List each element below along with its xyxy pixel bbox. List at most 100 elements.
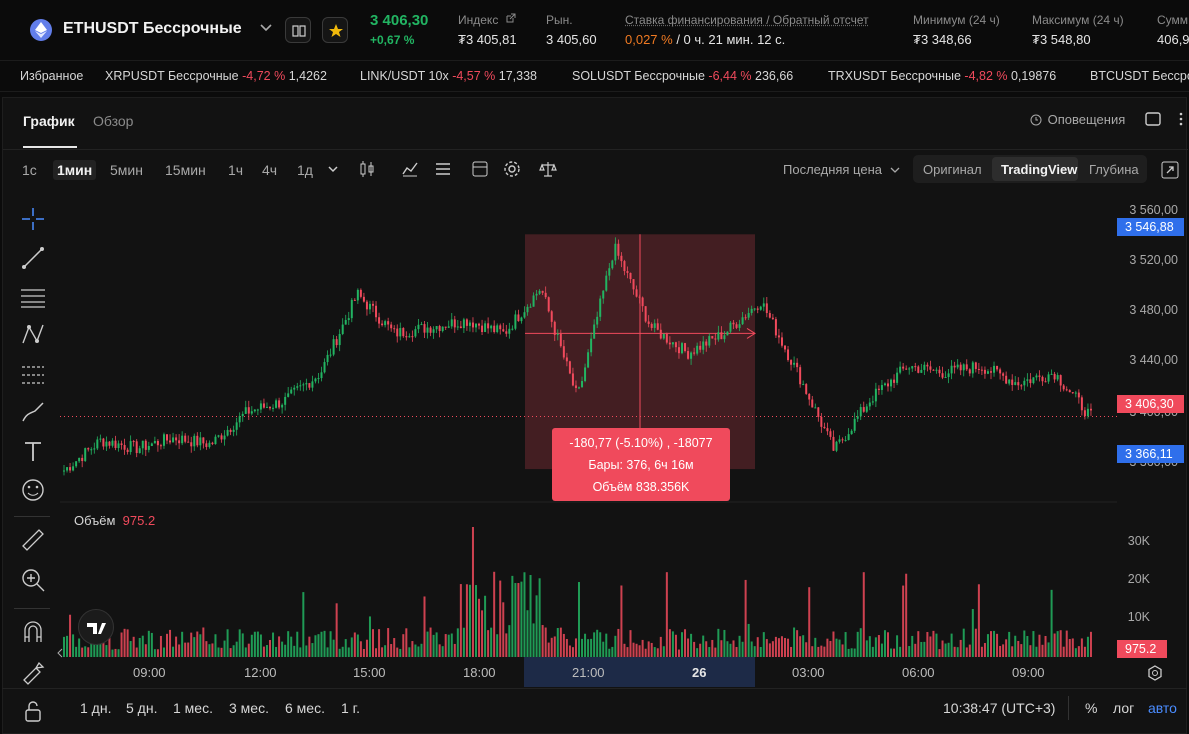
- log-toggle[interactable]: лог: [1113, 700, 1134, 716]
- candle-body: [87, 448, 89, 449]
- ticker-item[interactable]: LINK/USDT 10x -4,57 % 17,338: [360, 69, 537, 83]
- volume-bar: [545, 628, 547, 657]
- funding-label[interactable]: Ставка финансирования / Обратный отсчет: [625, 13, 869, 27]
- candle-body: [1023, 381, 1025, 386]
- volume-bar: [626, 647, 628, 657]
- volume-bar: [111, 650, 113, 657]
- percent-toggle[interactable]: %: [1085, 700, 1097, 716]
- candle-body: [184, 436, 186, 442]
- alerts-button[interactable]: Оповещения: [1028, 112, 1125, 127]
- volume-bar: [620, 585, 622, 657]
- volume-bar: [872, 647, 874, 657]
- symbol-title[interactable]: ETHUSDT Бессрочные: [63, 20, 242, 38]
- range-1y[interactable]: 1 г.: [341, 700, 360, 716]
- candle-body: [832, 437, 834, 451]
- indicators-icon[interactable]: [401, 160, 419, 178]
- tab-chart[interactable]: График: [23, 113, 75, 129]
- more-icon[interactable]: [1175, 112, 1187, 126]
- scale-icon[interactable]: [539, 160, 557, 178]
- fullscreen-icon[interactable]: [1161, 161, 1179, 179]
- list-icon[interactable]: [434, 160, 452, 178]
- tf-4h[interactable]: 4ч: [262, 162, 277, 178]
- candle-body: [857, 416, 859, 419]
- tf-5min[interactable]: 5мин: [110, 162, 143, 178]
- range-6m[interactable]: 6 мес.: [285, 700, 325, 716]
- lock-drawing-icon[interactable]: [19, 657, 47, 685]
- candle-type-icon[interactable]: [358, 160, 376, 178]
- gear-icon[interactable]: [503, 160, 521, 178]
- candle-body: [1011, 380, 1013, 385]
- tf-1d[interactable]: 1д: [297, 162, 313, 178]
- tf-1min[interactable]: 1мин: [53, 160, 96, 180]
- volume-bar: [875, 637, 877, 657]
- chevron-down-icon[interactable]: [259, 20, 273, 34]
- lock-icon[interactable]: [19, 697, 47, 725]
- tab-overview[interactable]: Обзор: [93, 113, 133, 129]
- text-icon[interactable]: [19, 438, 47, 466]
- crosshair-icon[interactable]: [19, 205, 47, 233]
- view-tradingview[interactable]: TradingView: [1001, 162, 1077, 177]
- volume-bar: [381, 647, 383, 657]
- settings-icon[interactable]: [1146, 664, 1164, 682]
- candle-body: [257, 410, 259, 411]
- time-tick: 15:00: [353, 665, 386, 680]
- candle-body: [705, 342, 707, 346]
- horizontal-lines-icon[interactable]: [19, 283, 47, 311]
- zoom-in-icon[interactable]: [19, 566, 47, 594]
- tf-1s[interactable]: 1с: [22, 162, 37, 178]
- book-button[interactable]: [285, 17, 311, 43]
- volume-bar: [81, 648, 83, 657]
- tradingview-logo[interactable]: [78, 609, 114, 645]
- emoji-icon[interactable]: [19, 476, 47, 504]
- clock[interactable]: 10:38:47 (UTC+3): [943, 700, 1055, 716]
- view-original[interactable]: Оригинал: [923, 162, 982, 177]
- range-1d[interactable]: 1 дн.: [80, 700, 111, 716]
- auto-toggle[interactable]: авто: [1148, 700, 1177, 716]
- range-1m[interactable]: 1 мес.: [173, 700, 213, 716]
- scroll-left-icon[interactable]: [56, 648, 64, 658]
- index-label[interactable]: Индекс: [458, 13, 516, 27]
- candle-body: [1045, 381, 1047, 382]
- volume-bar: [393, 638, 395, 657]
- candle-body: [633, 279, 635, 289]
- ruler-icon[interactable]: [19, 526, 47, 554]
- ticker-favorites[interactable]: Избранное: [20, 69, 83, 83]
- volume-bar: [617, 629, 619, 657]
- candle-body: [951, 366, 953, 374]
- candle-body: [224, 436, 226, 440]
- view-depth[interactable]: Глубина: [1089, 162, 1139, 177]
- candle-body: [357, 290, 359, 301]
- volume-bar: [814, 638, 816, 657]
- window-icon[interactable]: [1145, 112, 1161, 126]
- candle-body: [972, 362, 974, 373]
- ticker-item[interactable]: TRXUSDT Бессрочные -4,82 % 0,19876: [828, 69, 1056, 83]
- tf-15min[interactable]: 15мин: [165, 162, 206, 178]
- tf-1h[interactable]: 1ч: [228, 162, 243, 178]
- ticker-item[interactable]: SOLUSDT Бессрочные -6,44 % 236,66: [572, 69, 793, 83]
- time-tick: 09:00: [133, 665, 166, 680]
- template-icon[interactable]: [471, 160, 489, 178]
- volume-bar: [557, 628, 559, 657]
- range-3m[interactable]: 3 мес.: [229, 700, 269, 716]
- price-type-select[interactable]: Последняя цена: [783, 162, 900, 177]
- brush-icon[interactable]: [19, 399, 47, 427]
- pattern-icon[interactable]: [19, 321, 47, 349]
- ticker-item[interactable]: BTCUSDT Бессроч: [1090, 69, 1189, 83]
- market-value: 3 405,60: [546, 32, 597, 47]
- volume-bar: [963, 629, 965, 657]
- volume-bar: [1042, 645, 1044, 657]
- fib-icon[interactable]: [19, 361, 47, 389]
- candle-body: [748, 313, 750, 318]
- favorite-button[interactable]: [322, 17, 348, 43]
- chevron-down-icon[interactable]: [327, 164, 339, 174]
- candle-body: [466, 319, 468, 325]
- range-5d[interactable]: 5 дн.: [126, 700, 157, 716]
- candle-body: [963, 364, 965, 370]
- trend-line-icon[interactable]: [19, 244, 47, 272]
- volume-bar: [1017, 641, 1019, 657]
- candle-body: [1014, 382, 1016, 385]
- volume-bar: [148, 631, 150, 657]
- ticker-item[interactable]: XRPUSDT Бессрочные -4,72 % 1,4262: [105, 69, 327, 83]
- magnet-icon[interactable]: [19, 618, 47, 646]
- volume-bar: [563, 634, 565, 657]
